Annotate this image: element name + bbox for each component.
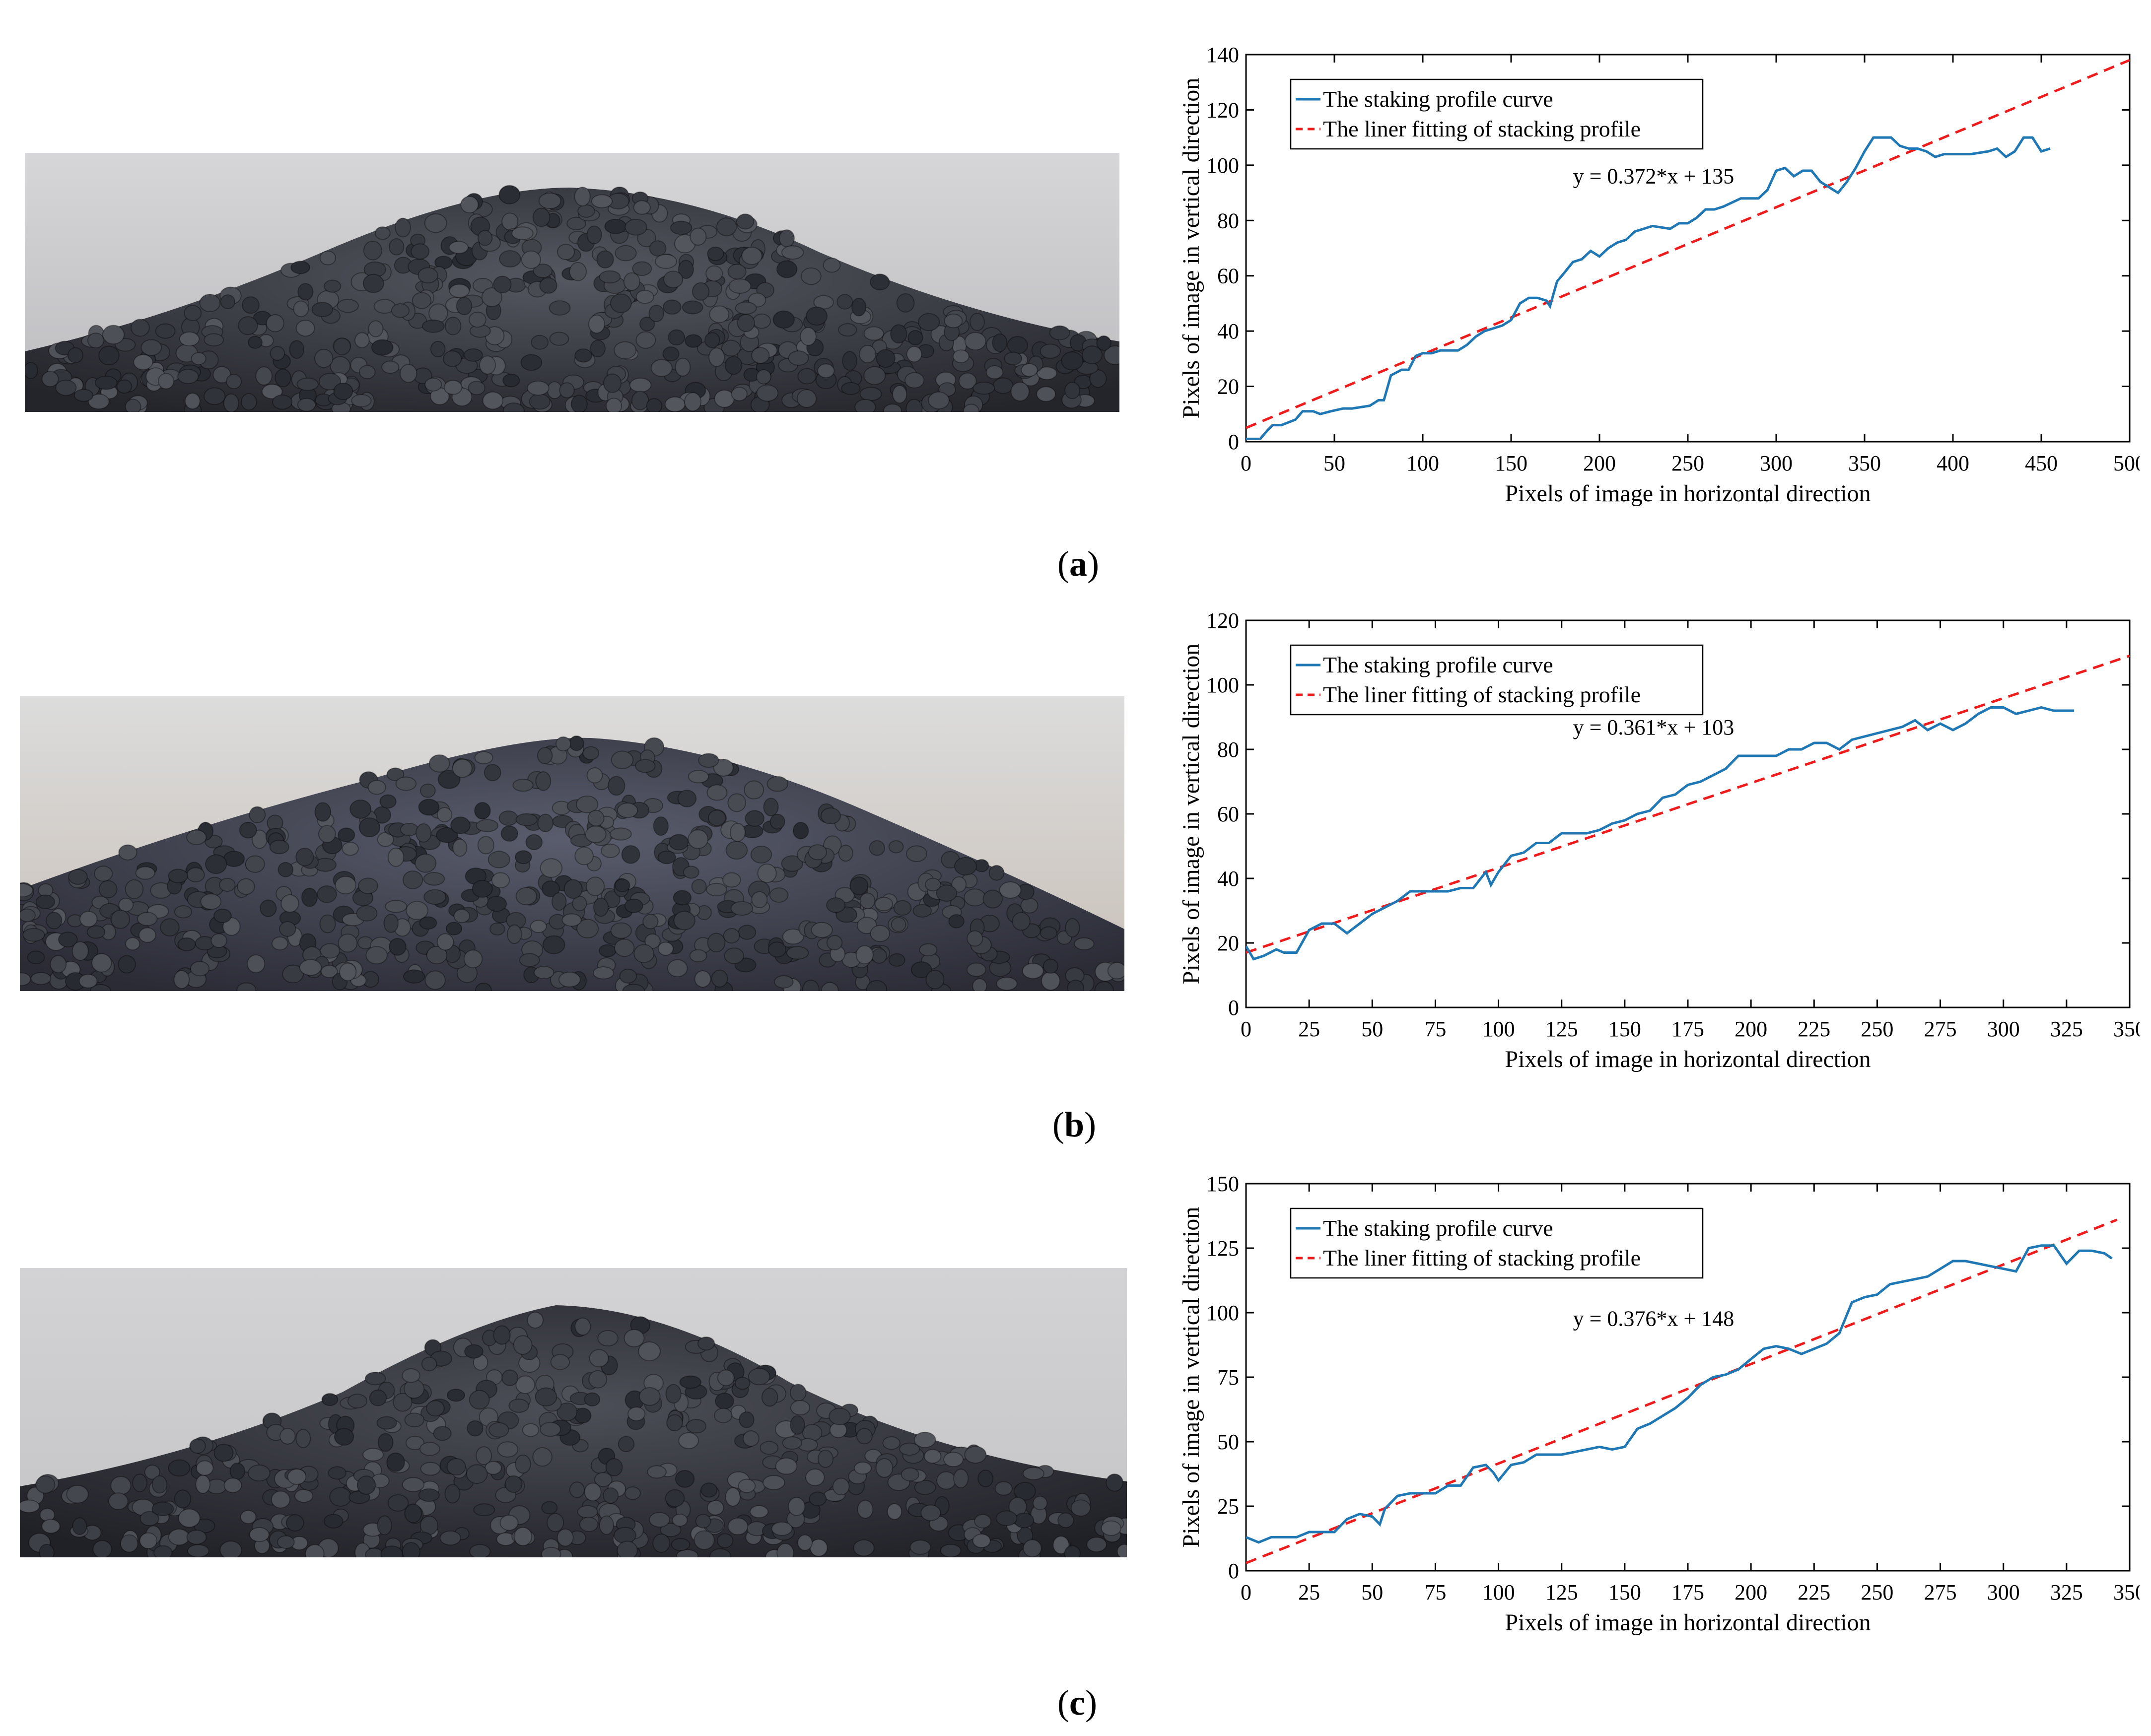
chart-svg: 0 50 100 150 200 250 300 350 400 450 500 0 20 40 60 80 1… <box>1178 43 2146 507</box>
x-tick-label: 350 <box>1848 451 1881 475</box>
x-tick-label: 0 <box>1241 451 1251 475</box>
profile-chart-b: 0 25 50 75 100 125 150 175 200 225 250 275 300 325 35 0… <box>1162 601 2146 1092</box>
chart-svg: 0 25 50 75 100 125 150 175 200 225 250 275 300 325 35 0… <box>1178 608 2146 1072</box>
profile-curve <box>1246 1244 2113 1544</box>
y-tick-label: 50 <box>1217 1430 1239 1454</box>
profile-chart-c: 0 25 50 75 100 125 150 175 200 225 250 275 300 325 35 0… <box>1162 1164 2146 1655</box>
x-tick-label: 175 <box>1671 1580 1704 1604</box>
seed-pile-photo-c <box>20 1268 1127 1557</box>
x-tick-label: 325 <box>2050 1017 2083 1041</box>
y-tick-label: 125 <box>1206 1236 1239 1261</box>
x-tick-label: 300 <box>1987 1580 2020 1604</box>
x-tick-label: 175 <box>1671 1017 1704 1041</box>
x-tick-label: 250 <box>1861 1580 1893 1604</box>
x-tick-label: 350 <box>2113 1580 2140 1604</box>
seed-pile-photo-a <box>25 153 1119 412</box>
x-axis-label: Pixels of image in horizontal direction <box>1505 1046 1871 1072</box>
x-tick-label: 100 <box>1482 1017 1515 1041</box>
fit-equation: y = 0.376*x + 148 <box>1573 1306 1735 1331</box>
y-tick-label: 40 <box>1217 319 1239 343</box>
y-axis-label: Pixels of image in vertical direction <box>1178 78 1204 418</box>
profile-curve <box>1246 706 2075 961</box>
legend-fit-label: The liner fitting of stacking profile <box>1323 1245 1641 1270</box>
x-tick-label: 200 <box>1583 451 1616 475</box>
x-tick-label: 200 <box>1735 1017 1767 1041</box>
x-tick-label: 50 <box>1361 1017 1383 1041</box>
x-tick-label: 0 <box>1241 1580 1251 1604</box>
x-tick-label: 225 <box>1798 1017 1830 1041</box>
y-tick-label: 80 <box>1217 208 1239 233</box>
legend-curve-label: The staking profile curve <box>1323 86 1553 112</box>
legend-box <box>1290 644 1704 716</box>
y-tick-label: 0 <box>1228 430 1239 454</box>
x-tick-label: 250 <box>1861 1017 1893 1041</box>
y-axis-label: Pixels of image in vertical direction <box>1178 644 1204 984</box>
x-tick-label: 200 <box>1735 1580 1767 1604</box>
legend-fit-label: The liner fitting of stacking profile <box>1323 116 1641 141</box>
y-tick-label: 140 <box>1206 43 1239 67</box>
y-tick-label: 0 <box>1228 996 1239 1020</box>
x-tick-label: 275 <box>1924 1580 1957 1604</box>
x-tick-label: 150 <box>1495 451 1527 475</box>
x-tick-label: 125 <box>1545 1580 1578 1604</box>
x-tick-label: 400 <box>1937 451 1969 475</box>
y-tick-label: 60 <box>1217 802 1239 826</box>
panel-label-a: (a) <box>1057 544 1099 584</box>
panel-label-c: (c) <box>1057 1683 1097 1723</box>
profile-chart-a: 0 50 100 150 200 250 300 350 400 450 500 0 20 40 60 80 1… <box>1162 35 2146 526</box>
x-tick-label: 125 <box>1545 1017 1578 1041</box>
y-axis-label: Pixels of image in vertical direction <box>1178 1207 1204 1547</box>
legend-box <box>1290 78 1704 150</box>
x-tick-label: 300 <box>1760 451 1793 475</box>
x-axis-label: Pixels of image in horizontal direction <box>1505 480 1871 507</box>
x-tick-label: 325 <box>2050 1580 2083 1604</box>
x-tick-label: 75 <box>1424 1017 1446 1041</box>
profile-curve <box>1246 136 2051 440</box>
x-tick-label: 350 <box>2113 1017 2140 1041</box>
x-axis-label: Pixels of image in horizontal direction <box>1505 1609 1871 1636</box>
x-tick-label: 150 <box>1608 1017 1641 1041</box>
y-tick-label: 40 <box>1217 867 1239 891</box>
y-tick-label: 25 <box>1217 1494 1239 1519</box>
x-tick-label: 0 <box>1241 1017 1251 1041</box>
x-tick-label: 500 <box>2113 451 2140 475</box>
y-tick-label: 0 <box>1228 1559 1239 1583</box>
y-tick-label: 120 <box>1206 98 1239 122</box>
x-tick-label: 25 <box>1298 1017 1320 1041</box>
x-tick-label: 150 <box>1608 1580 1641 1604</box>
x-tick-label: 75 <box>1424 1580 1446 1604</box>
x-tick-label: 100 <box>1406 451 1439 475</box>
x-tick-label: 25 <box>1298 1580 1320 1604</box>
fit-equation: y = 0.372*x + 135 <box>1573 164 1735 189</box>
y-tick-label: 120 <box>1206 608 1239 633</box>
legend-fit-label: The liner fitting of stacking profile <box>1323 682 1641 707</box>
y-tick-label: 100 <box>1206 673 1239 697</box>
fit-line <box>1246 1218 2118 1564</box>
y-tick-label: 80 <box>1217 737 1239 762</box>
fit-line <box>1246 655 2130 954</box>
x-tick-label: 100 <box>1482 1580 1515 1604</box>
legend-curve-label: The staking profile curve <box>1323 652 1553 677</box>
x-tick-label: 275 <box>1924 1017 1957 1041</box>
y-tick-label: 100 <box>1206 1301 1239 1325</box>
legend-box <box>1290 1207 1704 1279</box>
x-tick-label: 50 <box>1361 1580 1383 1604</box>
x-tick-label: 250 <box>1671 451 1704 475</box>
y-tick-label: 20 <box>1217 931 1239 955</box>
y-tick-label: 150 <box>1206 1172 1239 1196</box>
x-tick-label: 300 <box>1987 1017 2020 1041</box>
y-tick-label: 60 <box>1217 264 1239 288</box>
legend-curve-label: The staking profile curve <box>1323 1215 1553 1241</box>
x-tick-label: 225 <box>1798 1580 1830 1604</box>
seed-pile-photo-b <box>20 696 1124 991</box>
chart-svg: 0 25 50 75 100 125 150 175 200 225 250 275 300 325 35 0… <box>1178 1172 2146 1636</box>
fit-equation: y = 0.361*x + 103 <box>1573 715 1735 739</box>
x-tick-label: 450 <box>2025 451 2058 475</box>
y-tick-label: 20 <box>1217 375 1239 399</box>
y-tick-label: 100 <box>1206 153 1239 178</box>
y-tick-label: 75 <box>1217 1365 1239 1390</box>
panel-label-b: (b) <box>1052 1105 1097 1144</box>
x-tick-label: 50 <box>1323 451 1345 475</box>
